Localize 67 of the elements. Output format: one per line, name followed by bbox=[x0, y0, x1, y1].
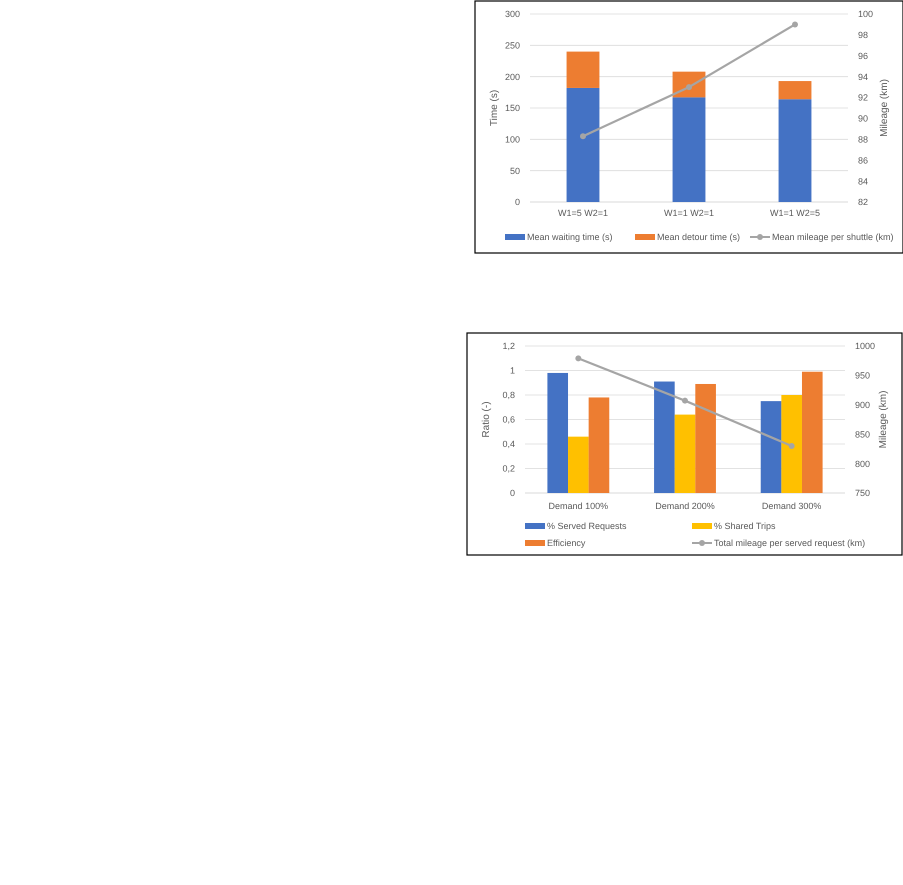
point bbox=[686, 84, 692, 90]
y-tick-label: 50 bbox=[510, 166, 520, 176]
y2-tick-label: 1000 bbox=[855, 341, 876, 352]
y-tick-label: 0,4 bbox=[502, 439, 515, 450]
bar bbox=[566, 52, 600, 88]
y2-tick-label: 850 bbox=[855, 429, 870, 440]
bar bbox=[547, 372, 568, 493]
point bbox=[575, 355, 582, 362]
y2-axis-title: Mileage (km) bbox=[878, 390, 889, 448]
y2-tick-label: 88 bbox=[858, 134, 868, 144]
y2-tick-label: 96 bbox=[858, 50, 868, 61]
point bbox=[788, 442, 795, 449]
y2-tick-label: 82 bbox=[858, 197, 868, 208]
y2-tick-label: 92 bbox=[858, 92, 868, 103]
bar bbox=[566, 88, 600, 202]
legend-label: % Shared Trips bbox=[714, 521, 776, 532]
y-tick-label: 0,2 bbox=[502, 464, 515, 474]
y-tick-label: 1,2 bbox=[502, 341, 515, 352]
legend-label: Total mileage per served request (km) bbox=[714, 538, 866, 548]
legend-label: Efficiency bbox=[547, 538, 586, 548]
y2-axis-title: Mileage (km) bbox=[879, 79, 890, 137]
y2-tick-label: 100 bbox=[858, 9, 874, 20]
x-tick-label: W1=1 W2=1 bbox=[664, 208, 714, 218]
y-tick-label: 250 bbox=[504, 40, 520, 50]
bar bbox=[778, 99, 812, 202]
legend-label: Mean waiting time (s) bbox=[527, 232, 613, 242]
y2-tick-label: 750 bbox=[855, 488, 870, 498]
y-tick-label: 0 bbox=[514, 197, 520, 208]
y2-tick-label: 950 bbox=[855, 370, 870, 381]
legend-label: % Served Requests bbox=[547, 521, 628, 532]
y2-tick-label: 86 bbox=[858, 155, 868, 166]
y-axis-title: Ratio (-) bbox=[481, 401, 492, 438]
bar bbox=[778, 81, 812, 100]
bar bbox=[672, 97, 706, 202]
y2-tick-label: 900 bbox=[855, 400, 870, 410]
legend-label: Mean detour time (s) bbox=[657, 232, 740, 242]
bar bbox=[802, 372, 823, 493]
y-tick-label: 150 bbox=[504, 103, 520, 114]
y-tick-label: 0 bbox=[510, 488, 515, 498]
y2-tick-label: 94 bbox=[858, 72, 868, 82]
point bbox=[792, 21, 798, 28]
bar bbox=[781, 395, 802, 493]
y-tick-label: 300 bbox=[504, 9, 520, 20]
y-axis-title: Time (s) bbox=[489, 90, 500, 126]
x-tick-label: W1=1 W2=5 bbox=[770, 208, 820, 218]
y-tick-label: 100 bbox=[504, 134, 520, 144]
bar bbox=[695, 384, 716, 493]
bar bbox=[654, 382, 675, 493]
y-tick-label: 0,8 bbox=[502, 390, 515, 400]
x-tick-label: Demand 100% bbox=[548, 501, 608, 511]
y-tick-label: 1 bbox=[510, 366, 515, 376]
bar bbox=[674, 414, 696, 493]
y2-tick-label: 800 bbox=[855, 458, 870, 469]
y2-tick-label: 84 bbox=[858, 176, 868, 186]
bar bbox=[588, 397, 610, 493]
legend-label: Mean mileage per shuttle (km) bbox=[772, 232, 894, 242]
y-tick-label: 0,6 bbox=[502, 414, 515, 425]
point bbox=[580, 133, 586, 140]
x-tick-label: Demand 200% bbox=[655, 501, 715, 511]
y-tick-label: 200 bbox=[504, 72, 520, 82]
y2-tick-label: 98 bbox=[858, 30, 868, 40]
x-tick-label: Demand 300% bbox=[762, 501, 822, 511]
bar bbox=[568, 436, 589, 493]
point bbox=[682, 398, 688, 404]
y2-tick-label: 90 bbox=[858, 114, 868, 124]
bar bbox=[760, 401, 782, 493]
x-tick-label: W1=5 W2=1 bbox=[558, 208, 608, 218]
